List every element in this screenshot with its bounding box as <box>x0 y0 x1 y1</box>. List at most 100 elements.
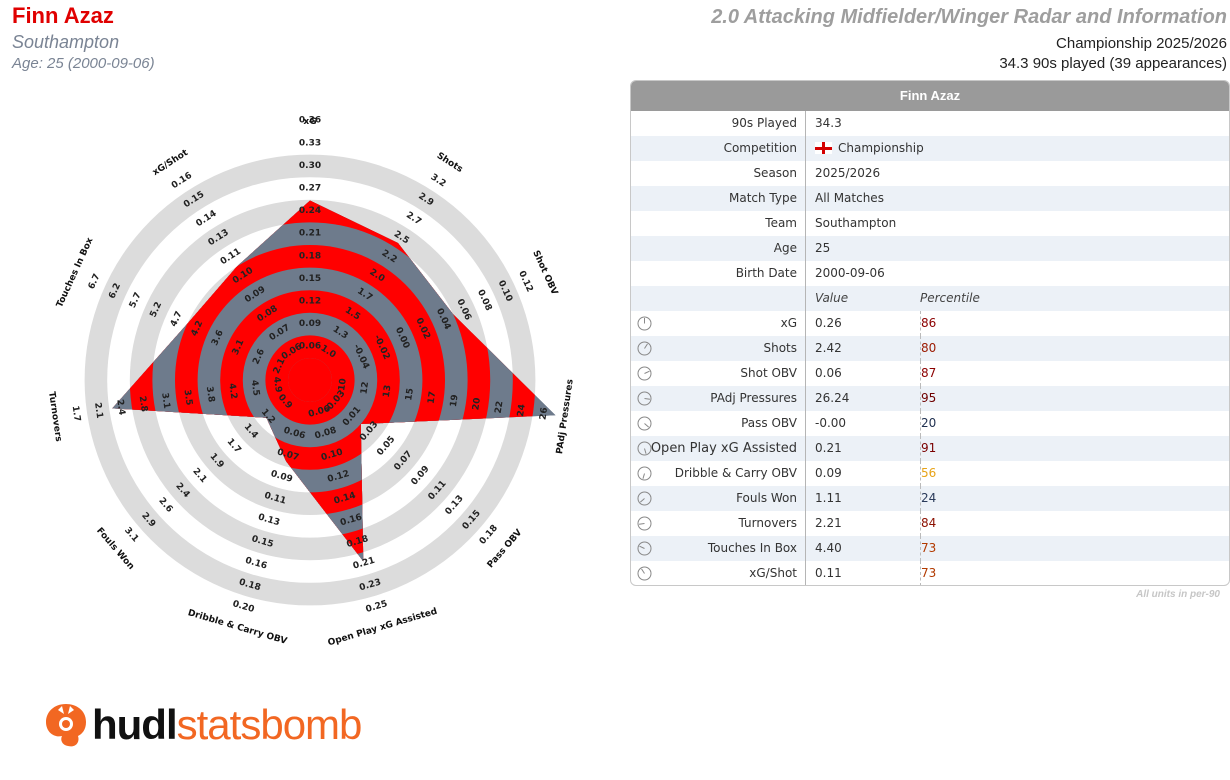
tick-label: 0.09 <box>299 319 321 329</box>
metric-value: -0.00 <box>815 416 847 430</box>
minutes-played: 34.3 90s played (39 appearances) <box>999 55 1227 72</box>
tick-label: 3.1 <box>159 392 171 409</box>
metric-row: Shot OBV 0.06 87 <box>631 361 1229 386</box>
info-row: Match Type All Matches <box>631 186 1229 211</box>
tick-label: 4.5 <box>249 379 261 396</box>
info-row-label: Age <box>773 241 797 255</box>
info-row-label: Team <box>765 216 797 230</box>
metric-percentile: 20 <box>920 411 936 436</box>
metric-label: Open Play xG Assisted <box>650 441 797 456</box>
brand-logo-text: hudlstatsbomb <box>92 700 362 750</box>
metric-label: PAdj Pressures <box>710 391 797 405</box>
info-row-value: All Matches <box>815 191 884 205</box>
tick-label: 0.36 <box>299 116 321 126</box>
tick-label: 0.21 <box>299 229 321 239</box>
metric-value: 0.26 <box>815 316 842 330</box>
dial-icon <box>637 491 652 506</box>
metric-row: Open Play xG Assisted 0.21 91 <box>631 436 1229 461</box>
info-row: Season 2025/2026 <box>631 161 1229 186</box>
tick-label: 0.27 <box>299 184 321 194</box>
metric-row: Touches In Box 4.40 73 <box>631 536 1229 561</box>
metric-percentile: 86 <box>920 311 936 336</box>
info-row-label: Birth Date <box>735 266 797 280</box>
metric-percentile: 56 <box>920 461 936 486</box>
brand-hudl: hudl <box>92 701 178 748</box>
metric-label: Pass OBV <box>741 416 797 430</box>
metric-label: xG/Shot <box>749 566 797 580</box>
dial-icon <box>637 316 652 331</box>
tick-label: 26 <box>538 407 550 421</box>
player-info-table: Finn Azaz 90s Played 34.3 Competition Champ… <box>630 80 1230 586</box>
metric-percentile: 95 <box>920 386 936 411</box>
metric-label: Turnovers <box>738 516 797 530</box>
dial-icon <box>637 416 652 431</box>
dial-icon <box>637 366 652 381</box>
tick-label: 0.24 <box>299 206 321 216</box>
tick-label: 20 <box>471 397 483 411</box>
metric-label: Shot OBV <box>740 366 797 380</box>
info-row-value: Championship <box>815 136 924 161</box>
tick-label: 13 <box>382 384 394 398</box>
metric-percentile: 91 <box>920 436 936 461</box>
player-age: Age: 25 (2000-09-06) <box>12 55 155 72</box>
tick-label: 15 <box>404 387 416 401</box>
tick-label: 4.9 <box>271 376 283 393</box>
metric-percentile: 73 <box>920 536 936 561</box>
tick-label: 4.2 <box>226 383 238 400</box>
metric-row: PAdj Pressures 26.24 95 <box>631 386 1229 411</box>
axis-label: Turnovers <box>46 391 63 442</box>
tick-label: 0.30 <box>299 161 321 171</box>
metric-row: Fouls Won 1.11 24 <box>631 486 1229 511</box>
metric-value: 2.21 <box>815 516 842 530</box>
tick-label: 24 <box>516 404 528 418</box>
metric-percentile: 80 <box>920 336 936 361</box>
info-row-label: Season <box>753 166 797 180</box>
tick-label: 17 <box>427 391 439 405</box>
info-row-value: 34.3 <box>815 116 842 130</box>
metric-value: 0.06 <box>815 366 842 380</box>
dial-icon <box>637 466 652 481</box>
metric-percentile: 73 <box>920 561 936 585</box>
tick-label: 3.5 <box>182 389 194 406</box>
metric-row: xG/Shot 0.11 73 <box>631 561 1229 585</box>
radar-title: 2.0 Attacking Midfielder/Winger Radar an… <box>711 6 1227 28</box>
metric-value: 0.21 <box>815 441 842 455</box>
metric-percentile: 24 <box>920 486 936 511</box>
player-name: Finn Azaz <box>12 3 114 28</box>
info-row-value: Southampton <box>815 216 897 230</box>
tick-label: 2.8 <box>137 395 149 412</box>
tick-label: 10 <box>337 378 349 392</box>
metric-percentile: 84 <box>920 511 936 536</box>
radar-center-fill <box>288 358 332 402</box>
tick-label: 2.1 <box>92 402 104 419</box>
info-row: Competition Championship <box>631 136 1229 161</box>
percentile-column-header: Percentile <box>920 291 980 305</box>
metric-value: 26.24 <box>815 391 850 405</box>
info-row-label: Match Type <box>729 191 797 205</box>
metric-percentile: 87 <box>920 361 936 386</box>
dial-icon <box>637 541 652 556</box>
info-row: Birth Date 2000-09-06 <box>631 261 1229 286</box>
tick-label: 0.18 <box>299 251 321 261</box>
dial-icon <box>637 566 652 581</box>
metric-label: Dribble & Carry OBV <box>674 466 797 480</box>
info-row-value: 25 <box>815 241 831 255</box>
info-table-header: Finn Azaz <box>631 81 1229 111</box>
metric-row: Dribble & Carry OBV 0.09 56 <box>631 461 1229 486</box>
dial-icon <box>637 516 652 531</box>
info-row: 90s Played 34.3 <box>631 111 1229 136</box>
metric-label: Shots <box>763 341 797 355</box>
info-row: Team Southampton <box>631 211 1229 236</box>
metric-value: 0.09 <box>815 466 842 480</box>
tick-label: 1.7 <box>70 405 82 422</box>
info-row: Age 25 <box>631 236 1229 261</box>
info-row-label: 90s Played <box>731 116 797 130</box>
info-row-value: 2000-09-06 <box>815 266 885 280</box>
metric-row: Pass OBV -0.00 20 <box>631 411 1229 436</box>
tick-label: 0.15 <box>299 274 321 284</box>
radar-chart: 0.06 0.09 0.12 0.15 0.18 0.21 0.24 0.27 0.30 0.33… <box>46 116 576 649</box>
metric-value: 0.11 <box>815 566 842 580</box>
tick-label: 0.33 <box>299 138 321 148</box>
info-row-value: 2025/2026 <box>815 166 881 180</box>
metric-row: Turnovers 2.21 84 <box>631 511 1229 536</box>
